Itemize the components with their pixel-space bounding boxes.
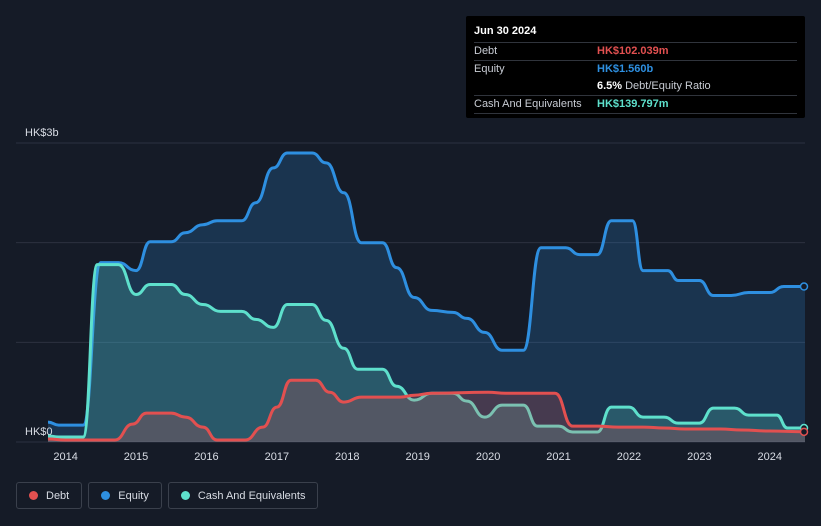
tooltip-row-ratio: 6.5% Debt/Equity Ratio: [474, 78, 797, 96]
legend-item-equity[interactable]: Equity: [88, 482, 162, 509]
equity-dot-icon: [101, 491, 111, 500]
y-axis-bottom-label: HK$0: [25, 426, 53, 438]
x-tick-label-2015: 2015: [124, 451, 148, 463]
equity-area: [48, 153, 805, 442]
x-axis-ticks: 2014 2015 2016 2017 2018 2019 2020 2021 2022 2023…: [53, 451, 782, 463]
tooltip-label-cash: Cash And Equivalents: [474, 98, 582, 110]
x-tick-label-2016: 2016: [194, 451, 218, 463]
legend-item-cash[interactable]: Cash And Equivalents: [167, 482, 319, 509]
equity-line: [47, 151, 805, 427]
end-markers: [799, 282, 809, 437]
cash-and-equivalents-area: [48, 264, 805, 442]
tooltip-label-ratio: [474, 78, 597, 95]
debt-dot-icon: [29, 491, 38, 500]
tooltip-ratio-caption: Debt/Equity Ratio: [625, 80, 711, 92]
x-tick-label-2022: 2022: [617, 451, 641, 463]
y-axis-top-label: HK$3b: [25, 127, 59, 139]
tooltip-label-debt: Debt: [474, 45, 498, 57]
tooltip-row-debt: Debt HK$102.039m: [474, 43, 797, 61]
tooltip-panel: Jun 30 2024 Debt HK$102.039m Equity HK$1…: [466, 16, 805, 118]
tooltip-row-cash: Cash And Equivalents HK$139.797m: [474, 96, 797, 114]
tooltip-value-cash: HK$139.797m: [597, 98, 669, 110]
x-tick-label-2024: 2024: [758, 451, 782, 463]
debt-area: [48, 380, 805, 442]
legend-label-cash: Cash And Equivalents: [197, 489, 306, 502]
tooltip-date: Jun 30 2024: [474, 23, 797, 43]
debt-end-marker: [799, 427, 809, 437]
x-tick-label-2014: 2014: [53, 451, 77, 463]
tooltip-value-debt: HK$102.039m: [597, 45, 669, 57]
tooltip-label-equity: Equity: [474, 63, 505, 75]
tooltip-value-equity: HK$1.560b: [597, 63, 654, 75]
x-tick-label-2017: 2017: [265, 451, 289, 463]
debt-line: [47, 378, 806, 442]
x-tick-label-2021: 2021: [546, 451, 570, 463]
x-tick-label-2019: 2019: [405, 451, 429, 463]
x-tick-label-2023: 2023: [687, 451, 711, 463]
tooltip-value-ratio: 6.5%: [597, 80, 623, 92]
legend-label-debt: Debt: [46, 489, 70, 502]
equity-end-marker: [799, 282, 809, 291]
cash-dot-icon: [180, 491, 190, 500]
legend-item-debt[interactable]: Debt: [16, 482, 83, 509]
legend: Debt Equity Cash And Equivalents: [16, 482, 319, 509]
cash-and-equivalents-line: [47, 263, 805, 439]
x-tick-label-2018: 2018: [335, 451, 359, 463]
x-tick-label-2020: 2020: [476, 451, 500, 463]
series-layer: [47, 151, 806, 442]
legend-label-equity: Equity: [118, 489, 149, 502]
tooltip-row-equity: Equity HK$1.560b: [474, 61, 797, 78]
